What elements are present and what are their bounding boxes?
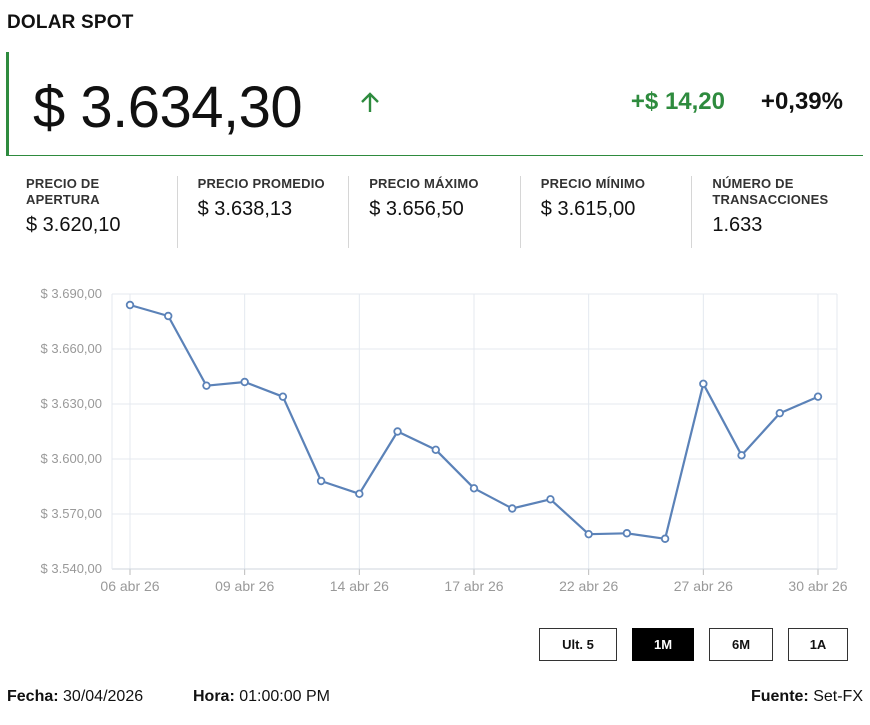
data-point — [240, 377, 249, 387]
footer-time: Hora: 01:00:00 PM — [193, 688, 330, 706]
range-button-last5[interactable]: Ult. 5 — [539, 628, 617, 661]
y-tick-label: $ 3.540,00 — [41, 561, 102, 576]
range-button-1m[interactable]: 1M — [632, 628, 694, 661]
y-tick-label: $ 3.660,00 — [41, 341, 102, 356]
stat-max-price: PRECIO MÁXIMO $ 3.656,50 — [348, 176, 520, 248]
stat-label: PRECIO MÍNIMO — [540, 176, 646, 191]
data-point — [125, 300, 135, 310]
x-tick-label: 06 abr 26 — [100, 578, 159, 594]
stats-row: PRECIO DE APERTURA $ 3.620,10 PRECIO PRO… — [6, 176, 863, 248]
data-point — [584, 529, 593, 539]
data-point — [164, 311, 173, 321]
stat-min-price: PRECIO MÍNIMO $ 3.615,00 — [519, 176, 692, 248]
x-tick-label: 22 abr 26 — [559, 578, 618, 594]
x-tick-label: 17 abr 26 — [444, 578, 503, 594]
stat-label: PRECIO MÁXIMO — [369, 176, 479, 191]
data-point — [355, 489, 364, 499]
data-point — [622, 529, 632, 538]
data-point — [316, 476, 326, 486]
data-point — [469, 484, 479, 493]
time-value: 01:00:00 PM — [239, 688, 330, 705]
stat-label: PRECIO PROMEDIO — [197, 176, 325, 191]
stat-value: $ 3.656,50 — [369, 198, 464, 220]
footer-date: Fecha: 30/04/2026 — [7, 688, 143, 706]
price-change-percent: +0,39% — [760, 88, 843, 115]
x-tick-label: 30 abr 26 — [788, 578, 847, 594]
data-point — [508, 504, 517, 513]
date-value: 30/04/2026 — [63, 688, 144, 705]
data-point — [660, 534, 670, 543]
stat-label: NÚMERO DE TRANSACCIONES — [712, 176, 829, 207]
current-price: $ 3.634,30 — [33, 75, 303, 140]
y-tick-label: $ 3.690,00 — [41, 286, 102, 301]
x-tick-label: 14 abr 26 — [330, 578, 389, 594]
y-tick-label: $ 3.570,00 — [41, 506, 102, 521]
range-button-1a[interactable]: 1A — [788, 628, 848, 661]
stat-value: $ 3.615,00 — [540, 198, 636, 220]
y-tick-label: $ 3.600,00 — [41, 451, 102, 466]
stat-value: 1.633 — [712, 214, 763, 236]
data-point — [278, 392, 288, 401]
time-label: Hora: — [193, 688, 235, 705]
data-point — [393, 427, 402, 436]
price-line-chart: $ 3.540,00 $ 3.570,00 $ 3.600,00 $ 3.630,00… — [41, 286, 848, 594]
data-point — [775, 408, 784, 418]
data-point — [431, 445, 440, 455]
price-panel: $ 3.634,30 +$ 14,20 +0,39% — [6, 52, 863, 156]
range-selector: Ult. 5 1M 6M 1A — [539, 628, 848, 661]
date-label: Fecha: — [7, 688, 59, 705]
data-point — [546, 495, 555, 504]
stat-label: PRECIO DE APERTURA — [26, 176, 100, 207]
y-tick-label: $ 3.630,00 — [41, 396, 102, 411]
stat-opening-price: PRECIO DE APERTURA $ 3.620,10 — [6, 176, 177, 248]
stat-average-price: PRECIO PROMEDIO $ 3.638,13 — [176, 176, 349, 248]
stat-value: $ 3.620,10 — [26, 214, 121, 236]
stat-value: $ 3.638,13 — [197, 198, 293, 220]
stat-transactions: NÚMERO DE TRANSACCIONES 1.633 — [691, 176, 863, 248]
range-button-6m[interactable]: 6M — [709, 628, 773, 661]
data-point — [699, 379, 708, 389]
price-change-absolute: +$ 14,20 — [630, 88, 725, 115]
arrow-up-icon — [361, 92, 379, 112]
data-point — [737, 451, 746, 460]
page-title: DOLAR SPOT — [7, 12, 134, 33]
x-tick-label: 09 abr 26 — [215, 578, 274, 594]
data-point — [813, 392, 823, 401]
x-tick-label: 27 abr 26 — [674, 578, 733, 594]
source-label: Fuente: — [750, 688, 809, 705]
footer-source: Fuente: Set-FX — [751, 688, 863, 706]
data-point — [202, 381, 211, 390]
source-value: Set-FX — [813, 688, 863, 705]
